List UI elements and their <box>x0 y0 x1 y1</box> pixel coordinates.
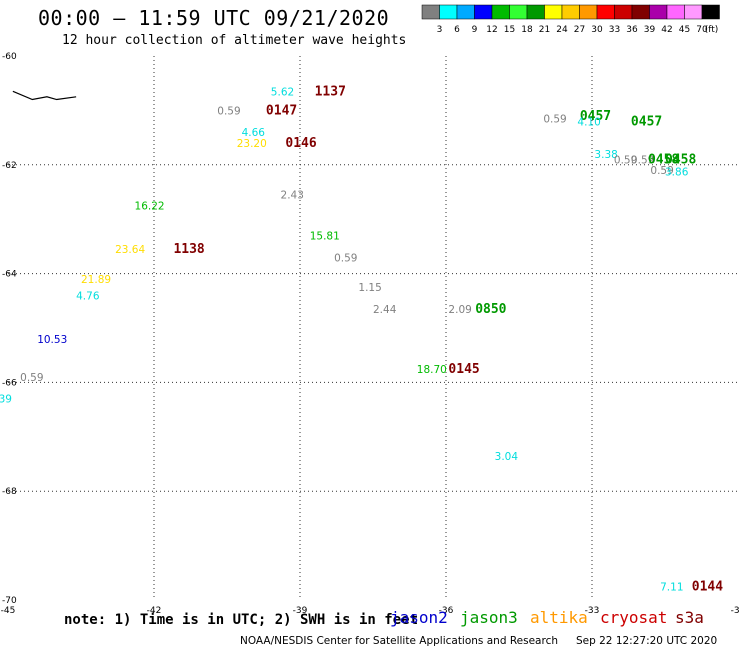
legend-jason2: jason2 <box>390 608 448 627</box>
wave-height-label: 0.59 <box>20 372 43 384</box>
legend-s3a: s3a <box>675 608 704 627</box>
time-label: 0145 <box>448 362 479 377</box>
time-label: 0457 <box>631 114 662 129</box>
wave-height-label: 3.38 <box>594 149 617 161</box>
legend-altika: altika <box>530 608 588 627</box>
colorbar-label: 9 <box>472 25 478 35</box>
wave-height-label: 18.70 <box>417 364 447 376</box>
wave-height-label: 1.15 <box>358 282 381 294</box>
wave-height-label: 2.44 <box>373 304 397 316</box>
y-tick-label: -66 <box>2 378 17 388</box>
wave-height-label: 5.62 <box>271 86 294 98</box>
wave-height-label: 0.59 <box>334 252 357 264</box>
legend-jason3: jason3 <box>460 608 518 627</box>
time-label: 1137 <box>315 84 346 99</box>
wave-height-label: 23.20 <box>237 138 267 150</box>
x-tick-label: -30 <box>731 606 740 616</box>
time-label: 0850 <box>475 302 506 317</box>
wave-height-label: 23.64 <box>115 244 145 256</box>
color-scale-legend: 3 6 9 12 15 18 21 24 27 30 33 36 39 42 45 70(ft) <box>421 4 720 35</box>
x-tick-label: -45 <box>1 606 16 616</box>
y-tick-label: -64 <box>2 270 17 280</box>
generated-timestamp: Sep 22 12:27:20 UTC 2020 <box>576 635 718 647</box>
time-label: 0146 <box>285 136 316 151</box>
colorbar-unit: (ft) <box>705 25 719 35</box>
wave-height-label: 21.89 <box>81 274 111 286</box>
wave-height-label: 0.59 <box>217 105 240 117</box>
note-text: note: 1) Time is in UTC; 2) SWH is in fe… <box>64 612 419 628</box>
y-tick-label: -60 <box>2 52 17 62</box>
colorbar-label: 36 <box>626 25 638 35</box>
x-tick-label: -36 <box>439 606 454 616</box>
time-label: 0458 <box>665 152 696 167</box>
colorbar-label: 45 <box>679 25 690 35</box>
credit-organization: NOAA/NESDIS Center for Satellite Applica… <box>240 635 558 647</box>
time-label: 0457 <box>580 109 611 124</box>
coastline <box>12 90 77 101</box>
colorbar-label: 21 <box>539 25 550 35</box>
wave-height-label: 10.53 <box>37 334 67 346</box>
wave-height-label: 3.04 <box>495 451 519 463</box>
wave-height-label: 0.59 <box>543 114 566 126</box>
legend-cryosat: cryosat <box>600 608 668 627</box>
colorbar-label: 12 <box>486 25 497 35</box>
time-label: 0147 <box>266 103 297 118</box>
wave-height-label: 0.59 <box>650 165 673 177</box>
x-tick-label: -33 <box>585 606 600 616</box>
colorbar-label: 70 <box>696 25 708 35</box>
wave-height-label: 7.11 <box>660 581 683 593</box>
colorbar-label: 6 <box>454 25 460 35</box>
time-label: 0144 <box>692 579 723 594</box>
y-tick-label: -68 <box>2 487 17 497</box>
colorbar-label: 24 <box>556 25 568 35</box>
wave-height-label: 4.76 <box>76 290 100 302</box>
wave-height-label: 2.43 <box>281 190 304 202</box>
wave-height-label: 0.59 <box>614 154 637 166</box>
x-tick-label: -39 <box>293 606 308 616</box>
y-tick-label: -70 <box>2 596 17 606</box>
time-label: 1138 <box>173 242 204 257</box>
chart-title: 00:00 – 11:59 UTC 09/21/2020 <box>38 6 390 30</box>
wave-height-label: 0.59 <box>631 154 654 166</box>
wave-height-label: 3.39 <box>0 394 12 406</box>
wave-height-label: 3.86 <box>665 166 689 178</box>
credit-text: NOAA/NESDIS Center for Satellite Applica… <box>240 635 717 647</box>
colorbar-label: 27 <box>574 25 585 35</box>
wave-height-label: 2.09 <box>448 304 471 316</box>
chart-subtitle: 12 hour collection of altimeter wave hei… <box>62 33 407 48</box>
colorbar-swatch <box>701 4 720 20</box>
time-label: 0458 <box>648 152 679 167</box>
colorbar-label: 3 <box>437 25 443 35</box>
wave-height-label: 15.81 <box>310 231 340 243</box>
colorbar-label: 15 <box>504 25 515 35</box>
colorbar-label: 39 <box>644 25 656 35</box>
colorbar-label: 30 <box>591 25 603 35</box>
wave-height-label: 4.66 <box>242 127 266 139</box>
wave-height-label: 4.10 <box>577 116 600 128</box>
colorbar-label: 33 <box>609 25 620 35</box>
colorbar-label: 42 <box>661 25 672 35</box>
y-tick-label: -62 <box>2 161 17 171</box>
colorbar-label: 18 <box>521 25 533 35</box>
wave-height-label: 16.22 <box>135 201 165 213</box>
x-tick-label: -42 <box>147 606 162 616</box>
